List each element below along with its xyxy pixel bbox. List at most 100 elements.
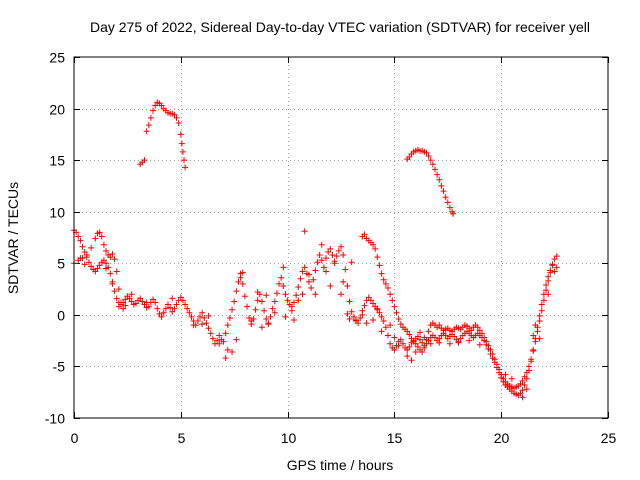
data-point xyxy=(502,371,509,378)
y-tick-label: 20 xyxy=(49,102,65,118)
data-point xyxy=(397,336,404,343)
data-point xyxy=(254,297,261,304)
data-point xyxy=(314,259,321,266)
data-point xyxy=(244,303,251,310)
data-point xyxy=(359,311,366,318)
data-point xyxy=(282,313,289,320)
grid-lines xyxy=(74,57,608,418)
data-point xyxy=(481,334,488,341)
data-point xyxy=(181,157,188,164)
data-point xyxy=(305,278,312,285)
data-point xyxy=(372,245,379,252)
data-point xyxy=(284,297,291,304)
data-point xyxy=(150,296,157,303)
data-point xyxy=(305,271,312,278)
data-point xyxy=(493,361,500,368)
data-point xyxy=(100,257,107,264)
data-point xyxy=(83,252,90,259)
data-point xyxy=(265,320,272,327)
data-point xyxy=(476,327,483,334)
data-point xyxy=(545,273,552,280)
data-point xyxy=(340,252,347,259)
data-point xyxy=(329,252,336,259)
data-point xyxy=(391,334,398,341)
data-point xyxy=(143,128,150,135)
data-point xyxy=(376,309,383,316)
data-point xyxy=(530,346,537,353)
data-point xyxy=(278,274,285,281)
data-point xyxy=(412,348,419,355)
data-point xyxy=(179,148,186,155)
data-point xyxy=(158,313,165,320)
data-point xyxy=(216,332,223,339)
data-point xyxy=(233,336,240,343)
y-tick-label: 0 xyxy=(57,308,65,324)
data-point xyxy=(553,264,560,271)
data-point xyxy=(496,366,503,373)
data-point xyxy=(348,259,355,266)
data-point xyxy=(316,252,323,259)
data-point xyxy=(487,346,494,353)
data-point xyxy=(235,278,242,285)
data-point xyxy=(361,231,368,238)
data-point xyxy=(177,131,184,138)
data-point xyxy=(173,301,180,308)
data-point xyxy=(370,317,377,324)
data-point xyxy=(508,375,515,382)
data-point xyxy=(158,102,165,109)
x-tick-label: 25 xyxy=(601,430,617,446)
data-point xyxy=(335,247,342,254)
data-point xyxy=(536,335,543,342)
data-point xyxy=(357,314,364,321)
data-point xyxy=(77,255,84,262)
data-point xyxy=(81,248,88,255)
data-point xyxy=(96,262,103,269)
x-tick-label: 10 xyxy=(281,430,297,446)
data-point xyxy=(88,263,95,270)
data-point xyxy=(239,280,246,287)
data-point xyxy=(323,268,330,275)
data-point xyxy=(310,276,317,283)
data-point xyxy=(267,313,274,320)
y-tick-label: -5 xyxy=(53,359,66,375)
data-point xyxy=(352,318,359,325)
data-point xyxy=(483,338,490,345)
data-point xyxy=(436,176,443,183)
data-point xyxy=(408,335,415,342)
data-point xyxy=(276,280,283,287)
data-point xyxy=(444,199,451,206)
data-point xyxy=(387,322,394,329)
data-point xyxy=(258,324,265,331)
data-point xyxy=(384,332,391,339)
data-point xyxy=(476,341,483,348)
data-point xyxy=(188,313,195,320)
data-point xyxy=(331,260,338,267)
data-point xyxy=(446,340,453,347)
data-point xyxy=(224,322,231,329)
data-point xyxy=(197,313,204,320)
data-point xyxy=(376,262,383,269)
data-point xyxy=(132,300,139,307)
data-point xyxy=(370,241,377,248)
data-point xyxy=(291,317,298,324)
data-points xyxy=(71,99,560,401)
data-point xyxy=(246,314,253,321)
data-point xyxy=(523,369,530,376)
data-point xyxy=(92,235,99,242)
data-point xyxy=(96,229,103,236)
data-point xyxy=(414,333,421,340)
data-point xyxy=(271,298,278,305)
data-point xyxy=(261,307,268,314)
data-point xyxy=(478,330,485,337)
data-point xyxy=(466,337,473,344)
data-point xyxy=(404,353,411,360)
data-point xyxy=(77,237,84,244)
data-point xyxy=(536,312,543,319)
data-point xyxy=(406,154,413,161)
data-point xyxy=(115,286,122,293)
data-point xyxy=(233,288,240,295)
data-point xyxy=(519,377,526,384)
data-point xyxy=(237,274,244,281)
data-point xyxy=(530,332,537,339)
data-point xyxy=(438,182,445,189)
